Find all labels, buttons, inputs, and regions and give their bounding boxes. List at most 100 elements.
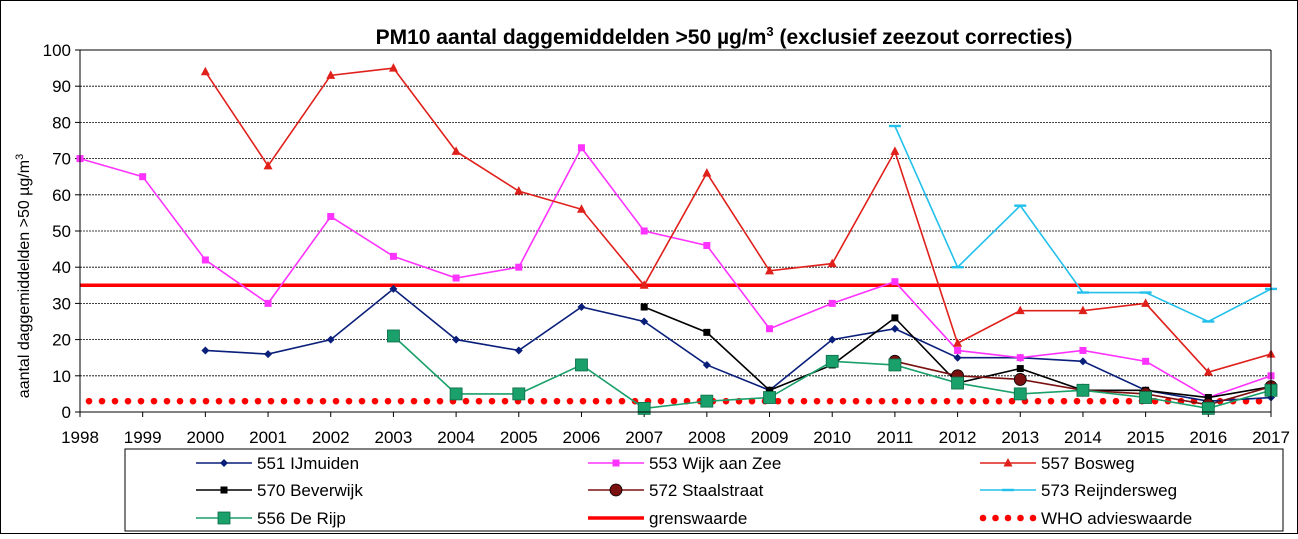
data-point [1201,401,1215,415]
legend-dot [1004,514,1012,522]
data-point [828,335,837,344]
who-dot [202,397,210,405]
data-point [139,173,147,181]
data-point [702,168,712,177]
who-dot [85,397,93,405]
legend-box [124,448,1284,532]
who-dot [189,397,197,405]
data-point [1079,346,1087,354]
legend-marker [1003,458,1013,467]
data-point [452,335,461,344]
who-dot [1060,397,1068,405]
data-point [326,70,336,79]
legend-marker [1002,488,1014,492]
legend-label: 572 Staalstraat [649,481,764,500]
who-dot [956,397,964,405]
legend: 551 IJmuiden 553 Wijk aan Zee 557 Bosweg 57… [196,454,1192,528]
legend-item-556-de-rijp: 556 De Rijp [196,509,346,528]
legend-item-551-ijmuiden: 551 IJmuiden [196,454,359,473]
data-point [576,204,586,213]
legend-item-grenswaarde: grenswaarde [588,509,747,528]
data-point [890,146,900,155]
who-dot [579,397,587,405]
x-tick-label: 2013 [1001,428,1039,447]
y-tick-label: 60 [52,186,71,205]
y-tick-label: 20 [52,331,71,350]
legend-item-572-staalstraat: 572 Staalstraat [588,481,764,500]
who-dot [163,397,171,405]
who-dot [1034,397,1042,405]
x-tick-label: 2007 [625,428,663,447]
legend-label: 551 IJmuiden [257,454,359,473]
chart-title: PM10 aantal daggemiddelden >50 µg/m3 (ex… [376,24,1073,49]
who-dot [280,397,288,405]
data-point [954,346,962,354]
data-point [451,146,461,155]
data-point [326,335,335,344]
who-dot [176,397,184,405]
x-tick-label: 1999 [124,428,162,447]
data-point [452,274,460,282]
legend-item-573-reijndersweg: 573 Reijndersweg [980,481,1177,500]
who-dot [436,397,444,405]
series-lines [76,63,1278,415]
who-dot [852,397,860,405]
data-point [389,252,397,260]
legend-marker [220,486,228,494]
data-point [766,386,774,394]
data-point [765,265,775,275]
data-point [327,213,335,221]
data-point [1015,305,1025,315]
data-point [828,299,836,307]
data-point [763,391,776,404]
who-dot [657,397,665,405]
who-dot [839,397,847,405]
data-point [951,376,964,390]
who-dot [1073,397,1081,405]
who-dot [267,397,275,405]
who-dot [98,397,106,405]
data-point [1016,365,1024,373]
data-point [703,241,711,249]
who-dot [527,397,535,405]
data-point [827,258,837,268]
y-tick-label: 90 [52,77,71,96]
data-point [890,324,899,333]
who-dot [423,397,431,405]
who-dot [475,397,483,405]
data-point [640,317,649,326]
who-dot [813,397,821,405]
data-point [891,314,899,322]
data-point [1078,357,1087,366]
who-dot [943,397,951,405]
who-dot [540,397,548,405]
data-point [637,401,651,415]
data-point [388,63,398,72]
legend-label: grenswaarde [649,509,747,528]
series-line [205,287,1272,402]
data-point [888,124,901,128]
legend-label: 557 Bosweg [1041,454,1135,473]
who-dot [358,397,366,405]
data-point [700,394,714,408]
x-tick-label: 2000 [186,428,224,447]
who-dot [488,397,496,405]
legend-marker [612,459,620,467]
who-dot [995,397,1003,405]
data-point [1202,320,1215,323]
x-tick-label: 2004 [437,428,475,447]
who-dot [748,397,756,405]
who-dot [605,397,613,405]
who-dot [1255,397,1263,405]
who-dot [137,397,145,405]
who-dot [826,397,834,405]
gridlines [80,85,1271,377]
series-556-de-rijp [387,329,1278,415]
data-point [449,387,463,401]
legend-label: 573 Reijndersweg [1041,481,1177,500]
x-tick-label: 2012 [939,428,977,447]
x-tick-label: 2010 [813,428,851,447]
legend-marker [609,483,623,497]
who-dot [319,397,327,405]
